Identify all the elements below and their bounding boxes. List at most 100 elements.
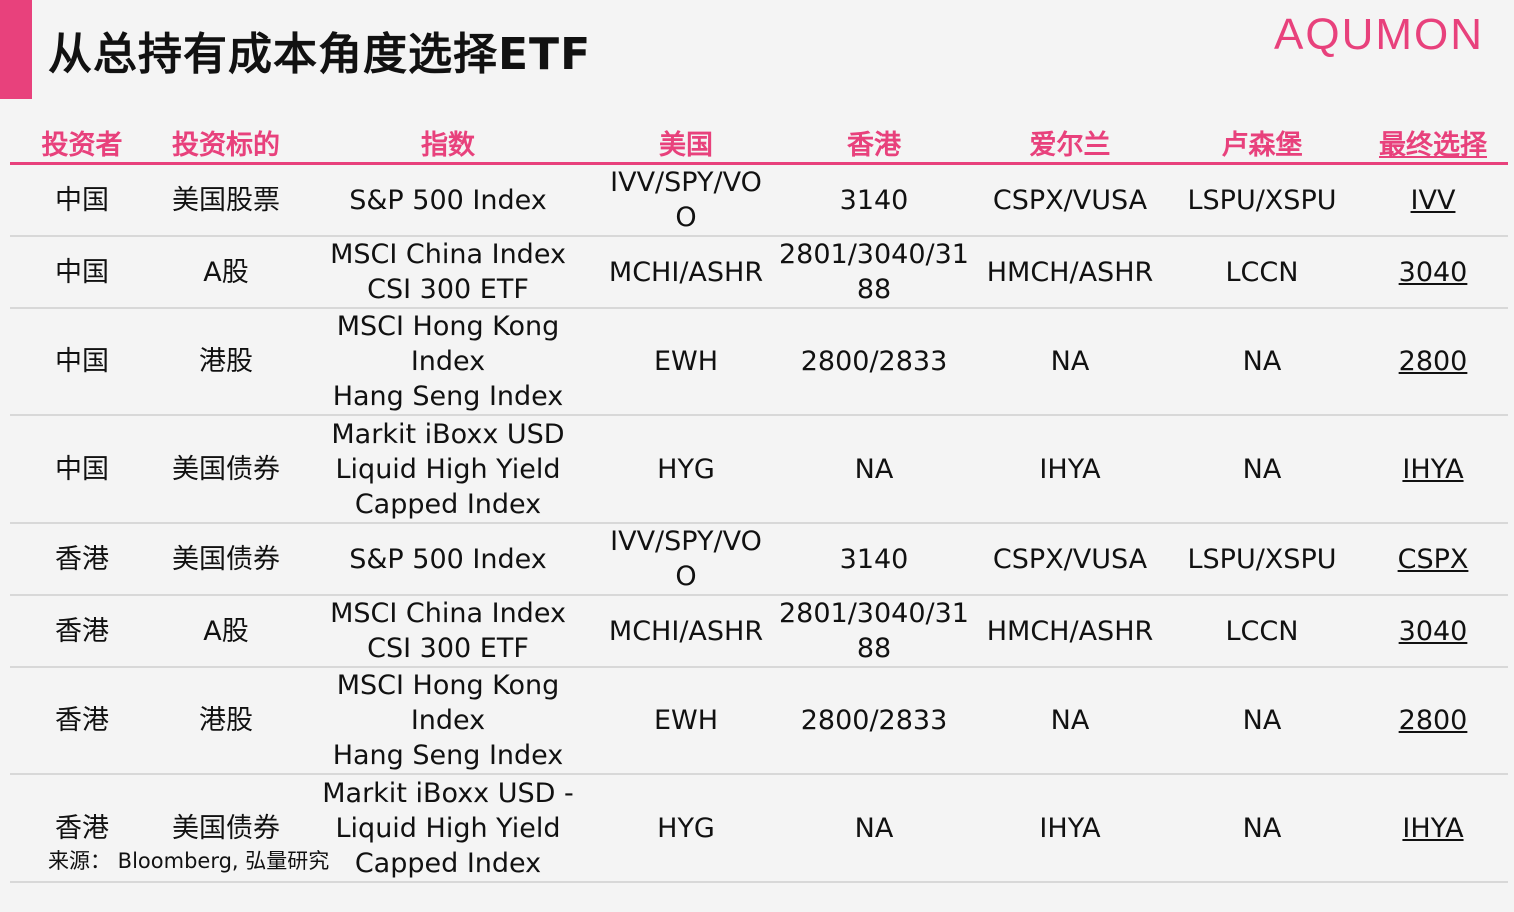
hk-etf-cell: 3140 [774,163,974,237]
investor-cell: 中国 [10,236,154,309]
cell-line: S&P 500 Index [349,543,547,575]
cell-line: CSI 300 ETF [367,633,529,664]
cell-line: MSCI Hong Kong Index [336,311,560,377]
source-note: 来源： Bloomberg, 弘量研究 [48,849,330,873]
cell-line: Liquid High Yield [335,812,561,844]
us-etf-cell: IVV/SPY/VO O [598,523,774,596]
final-pick-cell: 2800 [1358,667,1508,775]
lu-etf-cell: LSPU/XSPU [1166,163,1358,237]
investor-cell: 香港 [10,774,154,883]
header-investor: 投资者 [10,118,154,165]
index-cell: Markit iBoxx USD Liquid High Yield Capped … [298,415,598,524]
cell-line: NA [854,453,894,485]
aqumon-logo: AQUMON [1274,10,1484,59]
investor-cell: 香港 [10,523,154,596]
cell-line: Liquid High Yield [335,453,561,485]
final-pick-cell: 3040 [1358,236,1508,309]
hk-etf-cell: 2800/2833 [774,667,974,775]
final-pick-cell: IVV [1358,163,1508,237]
asset-cell: 美国债券 [154,415,298,524]
header-us: 美国 [598,118,774,165]
index-cell: Markit iBoxx USD - Liquid High Yield Cappe… [298,774,598,883]
table-row: 中国 美国股票 S&P 500 Index IVV/SPY/VO O 3140 CSPX/V… [10,163,1508,237]
asset-cell: 美国债券 [154,523,298,596]
final-pick-cell: 2800 [1358,308,1508,416]
table-row: 中国 美国债券 Markit iBoxx USD Liquid High Yield C… [10,415,1508,524]
cell-line: Capped Index [354,488,542,520]
final-pick-cell: 3040 [1358,595,1508,668]
investor-cell: 香港 [10,667,154,775]
cell-line: Markit iBoxx USD - [322,777,574,809]
cell-line: NA [854,812,894,844]
cell-line: S&P 500 Index [349,184,547,216]
cell-line: 88 [856,274,892,305]
lu-etf-cell: LCCN [1166,595,1358,668]
cell-line: MCHI/ASHR [608,615,764,647]
asset-cell: 港股 [154,667,298,775]
final-pick-cell: IHYA [1358,774,1508,883]
hk-etf-cell: 3140 [774,523,974,596]
ie-etf-cell: IHYA [974,415,1166,524]
investor-cell: 中国 [10,308,154,416]
table-header-row: 投资者 投资标的 指数 美国 香港 爱尔兰 卢森堡 最终选择 [10,118,1508,165]
hk-etf-cell: NA [774,415,974,524]
asset-cell: 港股 [154,308,298,416]
lu-etf-cell: LCCN [1166,236,1358,309]
header-asset: 投资标的 [154,118,298,165]
cell-line: 2800/2833 [800,346,948,377]
cell-line: Hang Seng Index [332,381,564,412]
lu-etf-cell: NA [1166,415,1358,524]
table-row: 香港 美国债券 S&P 500 Index IVV/SPY/VO O 3140 CSPX/V… [10,523,1508,596]
header-ie: 爱尔兰 [974,118,1166,165]
lu-etf-cell: NA [1166,774,1358,883]
header-final-pick: 最终选择 [1358,118,1508,165]
header-index: 指数 [298,118,598,165]
final-pick-cell: CSPX [1358,523,1508,596]
ie-etf-cell: NA [974,667,1166,775]
header-lu: 卢森堡 [1166,118,1358,165]
cell-line: CSI 300 ETF [367,274,529,305]
table-row: 中国 A股 MSCI China Index CSI 300 ETF MCHI/ASHR… [10,236,1508,309]
cell-line: 2801/3040/31 [779,239,969,270]
ie-etf-cell: HMCH/ASHR [974,595,1166,668]
asset-cell: A股 [154,595,298,668]
etf-table: 投资者 投资标的 指数 美国 香港 爱尔兰 卢森堡 最终选择 中国 美国股票 S&P… [10,118,1508,883]
us-etf-cell: HYG [598,415,774,524]
investor-cell: 中国 [10,415,154,524]
cell-line: MCHI/ASHR [608,256,764,288]
cell-line: 3140 [839,543,909,575]
index-cell: S&P 500 Index [298,523,598,596]
hk-etf-cell: 2801/3040/31 88 [774,236,974,309]
us-etf-cell: MCHI/ASHR [598,236,774,309]
cell-line: Capped Index [354,847,542,879]
us-etf-cell: HYG [598,774,774,883]
us-etf-cell: EWH [598,667,774,775]
header-hk: 香港 [774,118,974,165]
ie-etf-cell: HMCH/ASHR [974,236,1166,309]
cell-line: Markit iBoxx USD [331,418,565,450]
hk-etf-cell: 2800/2833 [774,308,974,416]
table-row: 香港 港股 MSCI Hong Kong Index Hang Seng Index E… [10,667,1508,775]
cell-line: EWH [653,705,719,736]
ie-etf-cell: CSPX/VUSA [974,523,1166,596]
cell-line: MSCI Hong Kong Index [336,670,560,736]
index-cell: S&P 500 Index [298,163,598,237]
title-accent-bar [0,0,32,99]
us-etf-cell: EWH [598,308,774,416]
table-row: 香港 A股 MSCI China Index CSI 300 ETF MCHI/ASHR… [10,595,1508,668]
lu-etf-cell: LSPU/XSPU [1166,523,1358,596]
index-cell: MSCI China Index CSI 300 ETF [298,236,598,309]
cell-line: HYG [657,812,715,844]
final-pick-cell: IHYA [1358,415,1508,524]
cell-line: O [675,561,697,592]
cell-line: IVV/SPY/VO [610,167,762,198]
ie-etf-cell: IHYA [974,774,1166,883]
index-cell: MSCI Hong Kong Index Hang Seng Index [298,667,598,775]
cell-line: MSCI China Index [330,598,566,629]
lu-etf-cell: NA [1166,308,1358,416]
page-title: 从总持有成本角度选择ETF [48,29,592,80]
cell-line: 2801/3040/31 [779,598,969,629]
cell-line: O [675,202,697,233]
cell-line: HYG [657,453,715,485]
index-cell: MSCI China Index CSI 300 ETF [298,595,598,668]
